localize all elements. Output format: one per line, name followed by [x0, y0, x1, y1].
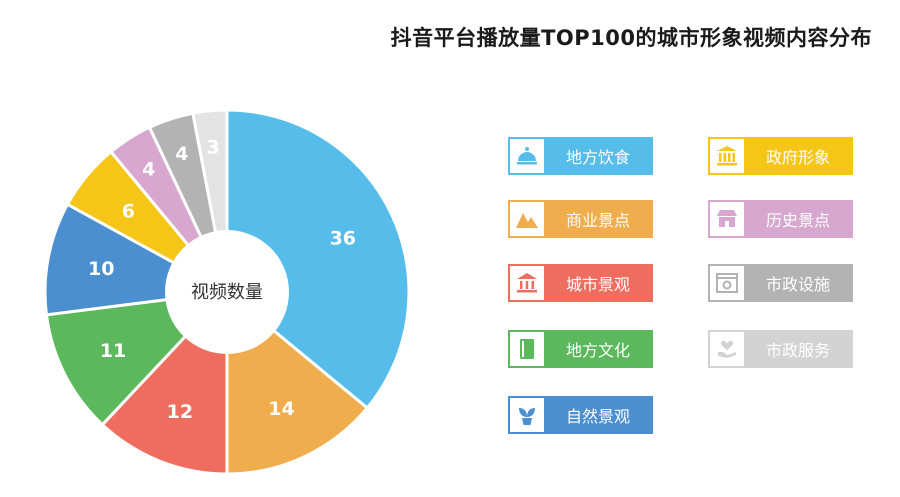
city-landmark-icon: [508, 264, 546, 302]
slice-value-label: 14: [268, 398, 294, 420]
legend-label: 城市景观: [546, 264, 653, 302]
slice-value-label: 4: [175, 143, 188, 165]
legend-label: 商业景点: [546, 200, 653, 238]
food-cloche-icon: [508, 137, 546, 175]
legend-label: 历史景点: [746, 200, 853, 238]
center-label: 视频数量: [191, 282, 263, 303]
slice-value-label: 3: [207, 137, 220, 159]
pie-slice: [225, 108, 411, 411]
legend-label: 地方饮食: [546, 137, 653, 175]
legend-label: 市政设施: [746, 264, 853, 302]
slice-value-label: 12: [167, 401, 193, 423]
legend-item-local-culture: 地方文化: [508, 330, 653, 368]
book-icon: [508, 330, 546, 368]
legend-item-municipal-services: 市政服务: [708, 330, 853, 368]
legend-item-natural-landscape: 自然景观: [508, 396, 653, 434]
legend-label: 地方文化: [546, 330, 653, 368]
historic-shop-icon: [708, 200, 746, 238]
legend-item-commercial-attractions: 商业景点: [508, 200, 653, 238]
heart-hand-icon: [708, 330, 746, 368]
legend-item-government-image: 政府形象: [708, 137, 853, 175]
government-building-icon: [708, 137, 746, 175]
legend-item-historic-sites: 历史景点: [708, 200, 853, 238]
legend-label: 自然景观: [546, 396, 653, 434]
slice-value-label: 11: [100, 340, 126, 362]
facility-gear-icon: [708, 264, 746, 302]
slice-value-label: 4: [142, 159, 155, 181]
donut-hole: [165, 230, 289, 354]
chart-title: 抖音平台播放量TOP100的城市形象视频内容分布: [390, 26, 872, 50]
legend-item-city-landscape: 城市景观: [508, 264, 653, 302]
slice-value-label: 10: [88, 258, 114, 280]
legend-item-municipal-facilities: 市政设施: [708, 264, 853, 302]
plant-icon: [508, 396, 546, 434]
slice-value-label: 6: [122, 200, 135, 222]
mountain-icon: [508, 200, 546, 238]
legend-label: 政府形象: [746, 137, 853, 175]
slice-value-label: 36: [330, 228, 356, 250]
legend-item-local-food: 地方饮食: [508, 137, 653, 175]
legend-label: 市政服务: [746, 330, 853, 368]
